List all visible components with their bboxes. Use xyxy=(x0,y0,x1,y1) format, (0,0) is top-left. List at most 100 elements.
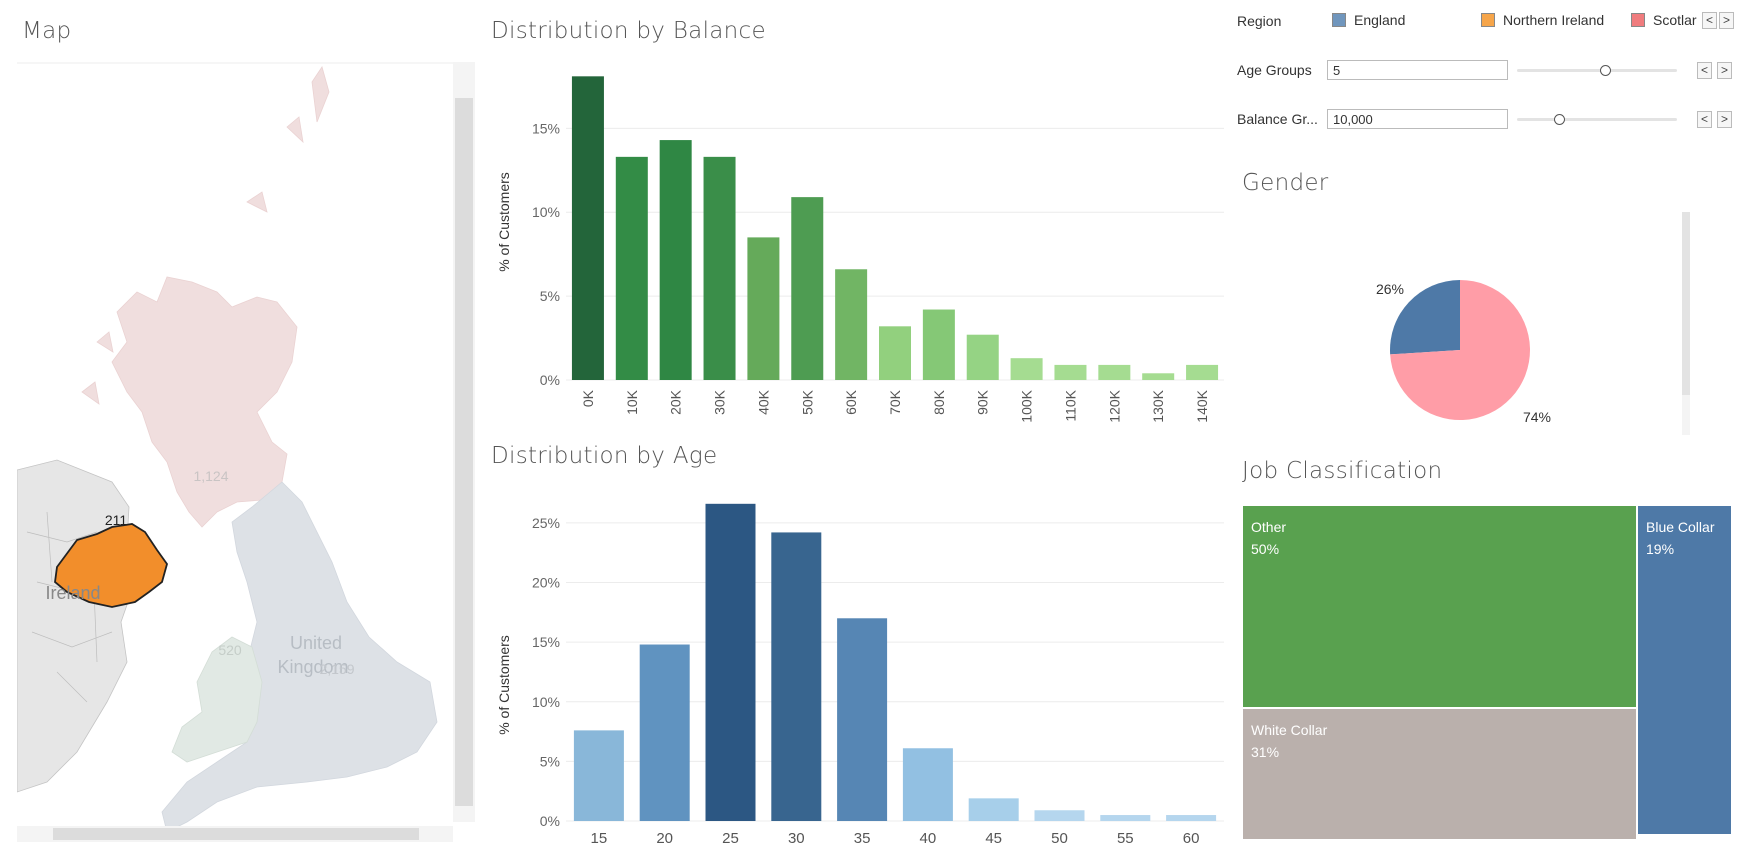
northern-ireland-region xyxy=(54,523,168,608)
treemap-cell-blue-collar[interactable]: Blue Collar 19% xyxy=(1637,505,1732,835)
legend-item-scotland[interactable]: Scotlar xyxy=(1631,12,1701,28)
map-horizontal-scroll-thumb[interactable] xyxy=(53,828,419,840)
map-horizontal-scrollbar[interactable] xyxy=(17,826,453,842)
balance-y-tick-label: 5% xyxy=(540,288,560,304)
gender-scrollbar-track[interactable] xyxy=(1682,395,1690,435)
age-bar-25[interactable] xyxy=(705,503,756,821)
balance-bar-70K[interactable] xyxy=(879,326,911,380)
gender-scrollbar[interactable] xyxy=(1682,212,1690,395)
treemap-label-white-collar: White Collar xyxy=(1251,722,1328,738)
age-groups-label: Age Groups xyxy=(1237,62,1312,78)
age-x-tick-label: 25 xyxy=(722,830,739,847)
age-x-tick-label: 20 xyxy=(656,830,673,847)
balance-groups-slider-thumb[interactable] xyxy=(1553,114,1565,125)
treemap-pct-other: 50% xyxy=(1251,541,1280,557)
legend-label-scotland: Scotlar xyxy=(1653,12,1697,28)
balance-bar-80K[interactable] xyxy=(922,309,955,380)
age-bar-45[interactable] xyxy=(968,798,1019,821)
balance-groups-input[interactable]: 10,000 xyxy=(1327,109,1508,129)
age-groups-slider-thumb[interactable] xyxy=(1600,65,1611,76)
balance-x-tick-label: 60K xyxy=(843,389,859,415)
map-label-ireland: Ireland xyxy=(45,583,100,603)
legend-next-button[interactable]: > xyxy=(1719,12,1734,29)
balance-groups-next-button[interactable]: > xyxy=(1717,111,1732,128)
gender-title: Gender xyxy=(1242,170,1329,196)
balance-x-tick-label: 70K xyxy=(887,389,903,415)
balance-bar-10K[interactable] xyxy=(615,156,648,380)
age-bar-55[interactable] xyxy=(1100,815,1151,821)
age-y-tick-label: 25% xyxy=(532,515,560,531)
gender-slice-1[interactable] xyxy=(1390,280,1530,420)
wales-region xyxy=(171,636,263,763)
balance-chart-svg: % of Customers 0% 5% 10% 15% 0K 10K 20K 30K 40K 5… xyxy=(496,76,1224,423)
age-bar-35[interactable] xyxy=(837,618,888,821)
legend-label-england: England xyxy=(1354,12,1406,28)
balance-x-tick-label: 20K xyxy=(668,389,684,415)
map-label-england: 2,159 xyxy=(319,661,354,677)
gender-slice-label-0: 26% xyxy=(1376,281,1404,297)
age-y-tick-label: 0% xyxy=(540,813,560,829)
balance-bar-20K[interactable] xyxy=(659,140,692,380)
scottish-islands xyxy=(81,66,330,405)
age-x-tick-label: 30 xyxy=(788,830,805,847)
balance-bar-90K[interactable] xyxy=(966,334,999,380)
treemap-pct-white-collar: 31% xyxy=(1251,744,1280,760)
age-bar-40[interactable] xyxy=(902,748,953,821)
treemap-cell-other[interactable]: Other 50% xyxy=(1242,505,1637,708)
balance-bar-100K[interactable] xyxy=(1010,358,1043,380)
balance-chart-title: Distribution by Balance xyxy=(491,18,766,44)
balance-bar-130K[interactable] xyxy=(1142,373,1175,380)
map-label-northern-ireland: 211 xyxy=(105,512,128,528)
age-groups-input[interactable]: 5 xyxy=(1327,60,1508,80)
balance-bar-110K[interactable] xyxy=(1054,364,1087,380)
age-y-tick-label: 10% xyxy=(532,694,560,710)
job-title: Job Classification xyxy=(1242,458,1443,484)
treemap-cell-white-collar[interactable]: White Collar 31% xyxy=(1242,708,1637,840)
age-bar-60[interactable] xyxy=(1166,815,1217,821)
map-label-uk-line1: United xyxy=(290,633,342,653)
balance-groups-label: Balance Gr... xyxy=(1237,111,1318,127)
age-groups-next-button[interactable]: > xyxy=(1717,62,1732,79)
age-chart: % of Customers 0% 5% 10% 15% 20% 25% 15 20 25 30 3… xyxy=(491,485,1231,855)
age-bar-15[interactable] xyxy=(573,730,624,821)
uk-map[interactable]: 1,124 211 Ireland 520 United Kingdom 2,1… xyxy=(16,62,453,848)
balance-bar-40K[interactable] xyxy=(747,237,780,380)
scotland-region xyxy=(111,276,298,528)
age-groups-prev-button[interactable]: < xyxy=(1697,62,1712,79)
age-bar-20[interactable] xyxy=(639,644,690,821)
age-y-tick-label: 20% xyxy=(532,575,560,591)
map-vertical-scroll-thumb[interactable] xyxy=(455,98,473,806)
treemap-label-blue-collar: Blue Collar xyxy=(1646,519,1715,535)
balance-bar-30K[interactable] xyxy=(703,156,736,380)
balance-y-tick-label: 15% xyxy=(532,120,560,136)
balance-groups-prev-button[interactable]: < xyxy=(1697,111,1712,128)
treemap-pct-blue-collar: 19% xyxy=(1646,541,1675,557)
age-bar-30[interactable] xyxy=(771,532,822,821)
job-treemap: Other 50% White Collar 31% Blue Collar 1… xyxy=(1242,505,1732,840)
gender-slice-0[interactable] xyxy=(1390,280,1460,355)
age-bar-50[interactable] xyxy=(1034,810,1085,821)
legend-label-northern-ireland: Northern Ireland xyxy=(1503,12,1605,28)
balance-x-tick-label: 40K xyxy=(755,389,771,415)
legend-item-england[interactable]: England xyxy=(1332,12,1405,28)
legend-swatch-scotland xyxy=(1631,13,1645,27)
age-chart-svg: % of Customers 0% 5% 10% 15% 20% 25% 15 20 25 30 3… xyxy=(496,503,1224,847)
balance-bar-60K[interactable] xyxy=(835,269,868,380)
map-title: Map xyxy=(22,18,72,44)
balance-bar-140K[interactable] xyxy=(1186,364,1219,380)
balance-y-tick-label: 0% xyxy=(540,372,560,388)
map-view[interactable]: 1,124 211 Ireland 520 United Kingdom 2,1… xyxy=(16,62,475,848)
balance-x-tick-label: 10K xyxy=(624,389,640,415)
balance-bar-120K[interactable] xyxy=(1098,364,1131,380)
map-vertical-scrollbar[interactable] xyxy=(453,62,475,822)
england-region xyxy=(161,481,438,833)
legend-item-northern-ireland[interactable]: Northern Ireland xyxy=(1481,12,1604,28)
balance-bar-50K[interactable] xyxy=(791,197,824,380)
balance-bar-0K[interactable] xyxy=(571,76,604,381)
balance-y-axis-label: % of Customers xyxy=(496,172,512,272)
balance-x-tick-label: 0K xyxy=(580,389,596,407)
balance-groups-slider-track[interactable] xyxy=(1517,118,1677,121)
age-groups-slider-track[interactable] xyxy=(1517,69,1677,72)
age-x-tick-label: 55 xyxy=(1117,830,1134,847)
legend-prev-button[interactable]: < xyxy=(1702,12,1717,29)
